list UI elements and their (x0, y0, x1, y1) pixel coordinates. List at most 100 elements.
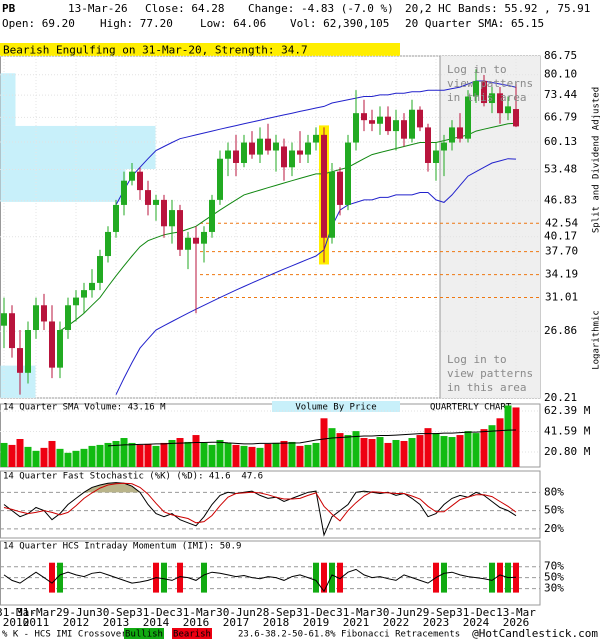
candle-body (265, 138, 271, 151)
candle-body (353, 113, 359, 143)
y-tick-label: 80% (544, 485, 564, 498)
volume-bar (496, 418, 504, 467)
volume-bar (80, 448, 88, 467)
candle-body (193, 237, 199, 244)
fib-label: 34.19 (545, 268, 578, 281)
sma-legend: 20 Quarter SMA: 65.15 (405, 17, 544, 30)
volume-bar (176, 438, 184, 467)
volume-bar (168, 439, 176, 467)
volume-bar (392, 439, 400, 467)
volume-bar (336, 433, 344, 467)
candle-body (73, 297, 79, 306)
volume-bar (416, 435, 424, 467)
login-notice: in this area (447, 381, 526, 394)
x-tick-label: 30-Sep (96, 606, 136, 619)
x-tick-year: 2012 (63, 616, 90, 629)
volume-bar (248, 446, 256, 467)
change: Change: -4.83 (-7.0 %) (248, 2, 394, 15)
volume-by-price (0, 73, 16, 126)
volume-bar (488, 425, 496, 467)
volume-bar (200, 442, 208, 467)
candle-body (137, 171, 143, 191)
x-tick-label: 31-Dec (456, 606, 496, 619)
candle-body (153, 199, 159, 205)
pattern-banner (0, 43, 400, 56)
volume-bar (8, 444, 16, 467)
y-tick-label: 50% (544, 504, 564, 517)
login-region (440, 56, 540, 398)
volume-bar (136, 444, 144, 467)
candle-body (385, 116, 391, 132)
candle-body (169, 210, 175, 227)
candle-body (57, 330, 63, 368)
volume-bar (360, 438, 368, 467)
footer-bullish: Bullish (125, 630, 163, 640)
volume-bar (352, 431, 360, 467)
vbp-label-box (272, 401, 400, 412)
volume-bar (64, 452, 72, 467)
candle-body (17, 348, 23, 373)
candle-body (481, 80, 487, 104)
volume-bar (40, 447, 48, 467)
volume-bar (288, 441, 296, 467)
x-tick-label: 13-Mar (496, 606, 536, 619)
crossover-signal (321, 562, 327, 593)
volume-bar (0, 442, 8, 467)
candle-body (161, 199, 167, 227)
candle-body (217, 158, 223, 200)
volume-bar (16, 439, 24, 467)
candle-body (313, 134, 319, 143)
fib-label: 37.70 (545, 245, 578, 258)
period-label: QUARTERLY CHART (430, 403, 512, 413)
volume-bar (472, 433, 480, 467)
open: Open: 69.20 (2, 17, 75, 30)
volume-bar (224, 442, 232, 467)
side-label: Logarithmic (592, 310, 600, 370)
volume-bar (456, 435, 464, 467)
volume-by-price (0, 169, 126, 202)
crossover-signal (337, 562, 343, 593)
volume-bar (304, 444, 312, 467)
candle-body (369, 120, 375, 124)
imi-title: 14 Quarter HCS Intraday Momentum (IMI): … (3, 542, 241, 552)
x-tick-label: 30-Jun (216, 606, 256, 619)
candle-body (33, 305, 39, 331)
y-tick-label: 30% (544, 582, 564, 595)
volume-bar (424, 428, 432, 467)
high: High: 77.20 (100, 17, 173, 30)
y-tick-label: 62.39 M (544, 404, 591, 417)
x-tick-label: 30-Jun (376, 606, 416, 619)
y-tick-label: 53.48 (544, 163, 577, 176)
y-tick-label: 20% (544, 522, 564, 535)
volume-bar (432, 433, 440, 467)
candle-body (321, 134, 327, 238)
candle-body (409, 109, 415, 139)
candle-body (433, 150, 439, 163)
candle-body (241, 142, 247, 163)
login-notice: view patterns (447, 367, 533, 380)
candle-body (393, 120, 399, 132)
candle-body (9, 313, 15, 349)
volume-bar (464, 431, 472, 467)
candle-body (401, 120, 407, 139)
candle-body (225, 150, 231, 159)
candle-body (177, 210, 183, 250)
y-tick-label: 86.75 (544, 49, 577, 62)
stochastic-panel (0, 470, 541, 539)
candle-body (281, 146, 287, 168)
login-notice: view patterns (447, 77, 533, 90)
candle-body (457, 127, 463, 139)
y-tick-label: 26.86 (544, 324, 577, 337)
volume-bar (192, 435, 200, 467)
x-tick-year: 2013 (103, 616, 130, 629)
candle-body (273, 142, 279, 151)
volume-bar (56, 448, 64, 467)
candle-body (449, 127, 455, 143)
candle-body (1, 313, 7, 326)
login-notice: Log in to (447, 353, 507, 366)
volume: Vol: 62,390,105 (290, 17, 389, 30)
volume-bar (72, 450, 80, 467)
fib-label: 31.01 (545, 290, 578, 303)
y-tick-label: 73.44 (544, 88, 577, 101)
